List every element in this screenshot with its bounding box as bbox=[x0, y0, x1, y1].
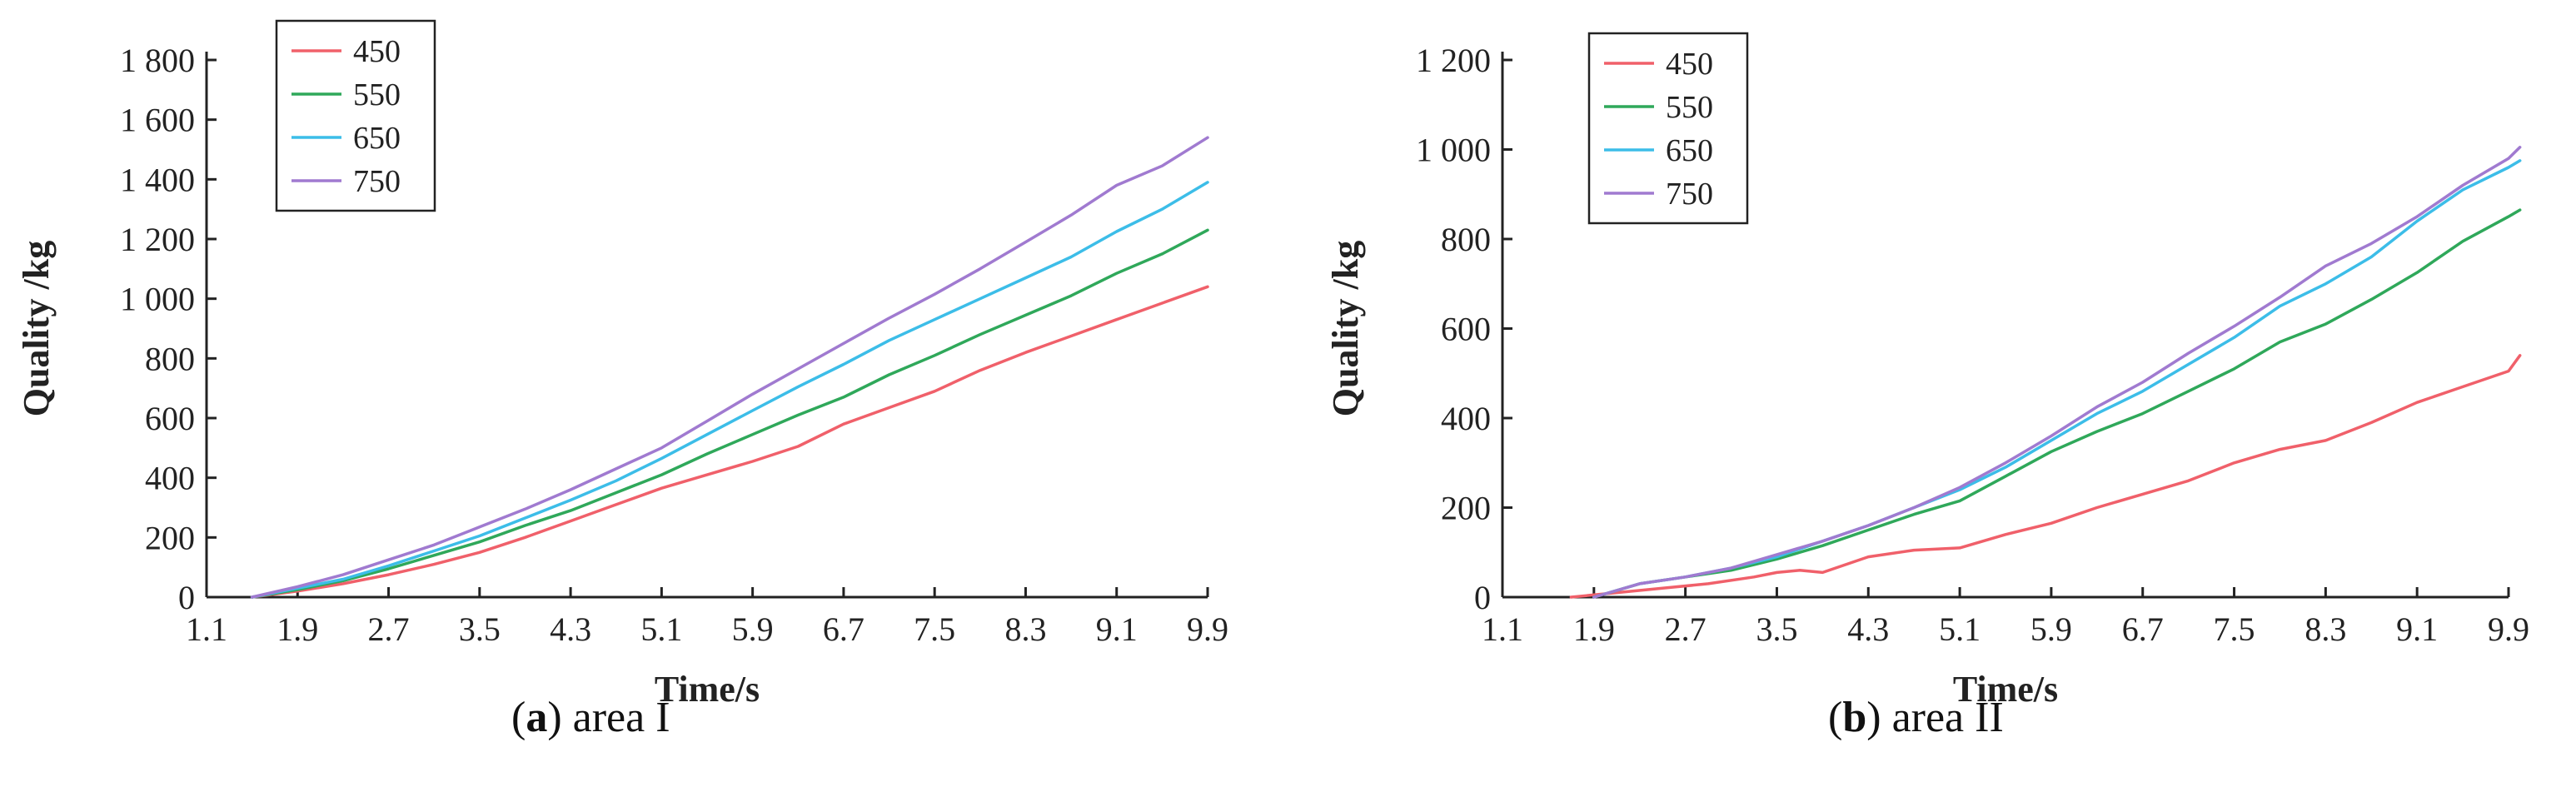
x-axis-title: Time/s bbox=[655, 669, 760, 710]
legend: 450 550 650 750 bbox=[1587, 32, 1749, 225]
x-tick-label: 6.7 bbox=[823, 610, 864, 648]
y-tick-label: 0 bbox=[178, 579, 195, 616]
y-tick-label: 200 bbox=[145, 519, 195, 556]
y-tick-label: 0 bbox=[1474, 579, 1491, 616]
x-tick-label: 7.5 bbox=[2214, 610, 2255, 648]
x-tick-label: 9.1 bbox=[2396, 610, 2438, 648]
x-tick-label: 8.3 bbox=[1004, 610, 1046, 648]
series-line-650 bbox=[250, 181, 1209, 599]
y-tick-label: 1 000 bbox=[1416, 132, 1491, 169]
y-tick-label: 600 bbox=[1441, 311, 1491, 348]
y-tick-label: 600 bbox=[145, 400, 195, 437]
series-line-750 bbox=[250, 136, 1209, 599]
caption-text: area II bbox=[1891, 694, 2004, 741]
y-tick-label: 200 bbox=[1441, 490, 1491, 527]
y-axis-title: Quality /kg bbox=[16, 241, 57, 417]
x-tick-label: 9.9 bbox=[2488, 610, 2529, 648]
x-tick-label: 7.5 bbox=[914, 610, 955, 648]
x-tick-label: 3.5 bbox=[459, 610, 501, 648]
x-tick-label: 1.1 bbox=[1482, 610, 1523, 648]
x-tick-label: 5.1 bbox=[1939, 610, 1981, 648]
y-axis-title: Quality /kg bbox=[1325, 241, 1366, 417]
x-tick-label: 1.1 bbox=[186, 610, 227, 648]
legend-box bbox=[275, 19, 436, 212]
legend-label-650: 650 bbox=[1666, 133, 1713, 168]
legend-label-450: 450 bbox=[1666, 47, 1713, 82]
x-tick-label: 2.7 bbox=[368, 610, 410, 648]
y-tick-label: 1 000 bbox=[120, 281, 195, 318]
y-tick-label: 400 bbox=[1441, 400, 1491, 437]
series-line-550 bbox=[250, 228, 1209, 599]
x-tick-label: 9.1 bbox=[1096, 610, 1138, 648]
caption-letter: b bbox=[1842, 694, 1867, 741]
x-tick-label: 8.3 bbox=[2304, 610, 2346, 648]
chart-area-ii: 1.1 1.9 2.7 3.5 4.3 5.1 5.9 6.7 7.5 8.3 9.1 9.9 0 200… bbox=[1325, 32, 2529, 710]
legend-label-650: 650 bbox=[353, 121, 401, 156]
y-tick-label: 400 bbox=[145, 460, 195, 497]
y-tick-label: 800 bbox=[1441, 221, 1491, 258]
x-tick-label: 4.3 bbox=[1847, 610, 1889, 648]
y-tick-label: 1 400 bbox=[120, 161, 195, 198]
legend-label-750: 750 bbox=[353, 164, 401, 199]
x-tick-label: 1.9 bbox=[277, 610, 318, 648]
y-tick-label: 800 bbox=[145, 340, 195, 377]
x-tick-label: 2.7 bbox=[1665, 610, 1707, 648]
x-tick-label: 5.9 bbox=[732, 610, 774, 648]
x-tick-label: 6.7 bbox=[2122, 610, 2164, 648]
y-tick-label: 1 200 bbox=[1416, 42, 1491, 79]
x-tick-label: 3.5 bbox=[1756, 610, 1797, 648]
legend-label-450: 450 bbox=[353, 34, 401, 69]
y-tick-label: 1 600 bbox=[120, 102, 195, 139]
legend-box bbox=[1587, 32, 1749, 225]
caption-area-i: (a) area I bbox=[511, 694, 670, 741]
series-line-450 bbox=[250, 285, 1209, 599]
x-tick-label: 1.9 bbox=[1573, 610, 1615, 648]
caption-text: area I bbox=[572, 694, 670, 741]
x-tick-label: 5.9 bbox=[2030, 610, 2072, 648]
x-tick-label: 9.9 bbox=[1187, 610, 1228, 648]
legend-label-750: 750 bbox=[1666, 177, 1713, 212]
legend-label-550: 550 bbox=[353, 77, 401, 112]
legend: 450 550 650 750 bbox=[275, 19, 436, 212]
caption-area-ii: (b) area II bbox=[1828, 694, 2004, 741]
series-line-450 bbox=[1569, 354, 2522, 599]
series-line-650 bbox=[1592, 159, 2522, 599]
x-axis-title: Time/s bbox=[1953, 669, 2058, 710]
y-tick-label: 1 200 bbox=[120, 221, 195, 258]
x-tick-label: 5.1 bbox=[640, 610, 682, 648]
series-line-550 bbox=[1592, 208, 2522, 599]
chart-area-i: 1.1 1.9 2.7 3.5 4.3 5.1 5.9 6.7 7.5 8.3 9.1 9.9 0 200… bbox=[16, 19, 1228, 710]
x-tick-label: 4.3 bbox=[550, 610, 591, 648]
y-tick-label: 1 800 bbox=[120, 42, 195, 79]
caption-letter: a bbox=[526, 694, 548, 741]
series-line-750 bbox=[1592, 146, 2522, 599]
legend-label-550: 550 bbox=[1666, 90, 1713, 125]
